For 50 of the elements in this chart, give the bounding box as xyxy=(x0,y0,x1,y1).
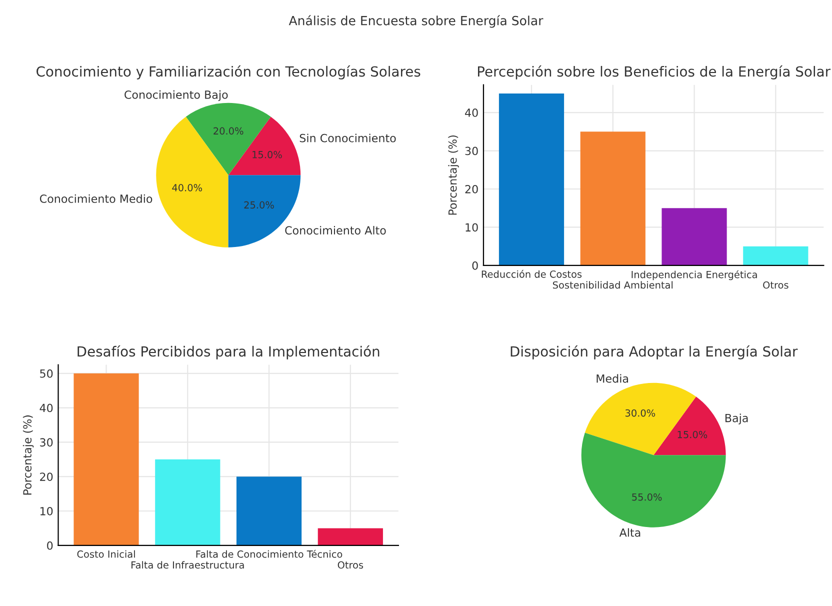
y-tick-label: 10 xyxy=(40,506,53,516)
slice-label: Conocimiento Bajo xyxy=(124,90,228,102)
y-axis-title: Porcentaje (%) xyxy=(448,135,459,215)
x-tick-label: Falta de Infraestructura xyxy=(132,561,244,569)
x-tick-label: Costo Inicial xyxy=(77,550,135,558)
chart-title: Percepción sobre los Beneficios de la Energía Solar xyxy=(478,65,831,80)
slice-label: Conocimiento Medio xyxy=(40,194,152,203)
bar xyxy=(743,246,808,266)
pie-slice xyxy=(654,396,726,456)
bar xyxy=(580,132,646,266)
y-axis-title: Porcentaje (%) xyxy=(22,415,34,495)
y-tick-label: 20 xyxy=(465,184,478,194)
x-tick-label: Otros xyxy=(763,281,788,289)
data-label: 55.0% xyxy=(632,493,662,501)
bar xyxy=(662,208,727,266)
y-tick-label: 10 xyxy=(466,223,478,232)
pie-slice xyxy=(581,432,726,528)
x-tick-label: Sostenibilidad Ambiental xyxy=(552,281,673,289)
data-label: 25.0% xyxy=(244,201,274,209)
y-tick-label: 20 xyxy=(40,472,53,481)
bar xyxy=(155,459,220,546)
slice-label: Conocimiento Alto xyxy=(285,226,386,235)
x-tick-label: Falta de Conocimiento Técnico xyxy=(196,550,342,558)
y-tick-label: 40 xyxy=(465,108,478,117)
data-label: 20.0% xyxy=(214,127,244,135)
y-tick-label: 0 xyxy=(472,261,478,270)
data-label: 40.0% xyxy=(172,184,202,192)
bar xyxy=(498,93,564,266)
slice-label: Baja xyxy=(725,414,748,424)
bar xyxy=(236,476,302,546)
y-tick-label: 40 xyxy=(40,404,53,412)
slice-label: Media xyxy=(596,374,628,383)
y-tick-label: 50 xyxy=(40,369,53,378)
bar xyxy=(74,373,139,546)
y-tick-label: 0 xyxy=(47,541,53,550)
chart-title: Desafíos Percibidos para la Implementación xyxy=(78,345,380,360)
data-label: 15.0% xyxy=(678,430,708,438)
slice-label: Sin Conocimiento xyxy=(300,134,396,142)
x-tick-label: Independencia Energética xyxy=(632,270,757,280)
y-tick-label: 30 xyxy=(465,146,478,156)
x-tick-label: Reducción de Costos xyxy=(482,270,582,278)
data-label: 30.0% xyxy=(625,409,656,417)
x-tick-label: Otros xyxy=(338,561,364,569)
chart-title: Disposición para Adoptar la Energía Solar xyxy=(510,345,798,360)
slice-label: Alta xyxy=(619,528,640,537)
text: Análisis de Encuesta sobre Energía Solar xyxy=(288,15,544,28)
data-label: 15.0% xyxy=(252,150,282,158)
chart-title: Conocimiento y Familiarización con Tecnologías Solares xyxy=(36,65,420,80)
bar xyxy=(318,528,383,546)
y-tick-label: 30 xyxy=(40,438,53,447)
